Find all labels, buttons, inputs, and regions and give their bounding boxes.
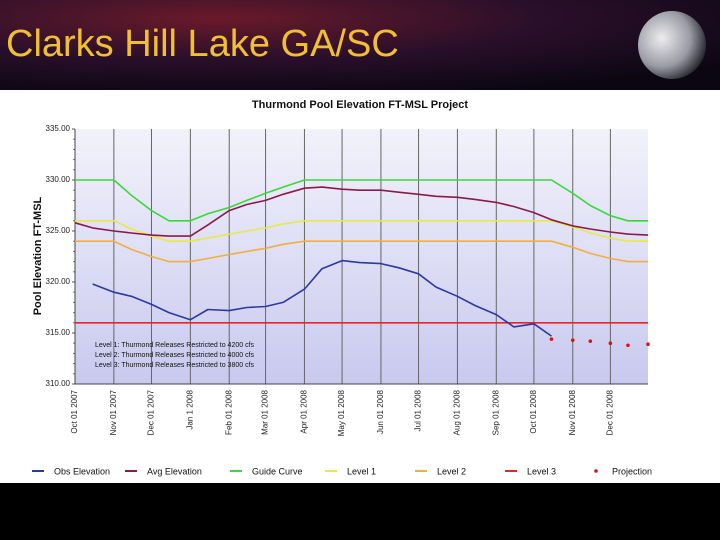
series-line: [92, 259, 552, 337]
y-tick-label: 320.00: [46, 277, 71, 286]
series-line: [75, 240, 648, 263]
legend-label: Obs Elevation: [54, 466, 110, 476]
x-tick-label: Feb 01 2008: [224, 389, 233, 434]
annotations: Level 1: Thurmond Releases Restricted to…: [95, 342, 255, 369]
y-tick-label: 310.00: [46, 379, 71, 388]
x-tick-label: Mar 01 2008: [261, 389, 270, 434]
header-bg: [0, 0, 720, 90]
x-tick-label: Oct 01 2007: [70, 389, 79, 433]
x-tick-label: Dec 01 2007: [147, 389, 156, 435]
series-line: [75, 220, 648, 242]
y-tick-label: 330.00: [46, 175, 71, 184]
projection-point: [588, 339, 593, 343]
series-line: [74, 186, 649, 237]
x-tick-label: Jul 01 2008: [414, 389, 423, 431]
x-tick-label: Nov 01 2007: [109, 389, 118, 435]
legend-label: Avg Elevation: [147, 466, 202, 476]
y-tick-label: 325.00: [46, 226, 71, 235]
plot-area: [75, 129, 648, 384]
grid: 310.00 315.00 320.00 325.00 330.00 335.00 Oct …: [46, 124, 648, 436]
slide-title: Clarks Hill Lake GA/SC: [6, 23, 399, 65]
annotation: Level 2: Thurmond Releases Restricted to…: [95, 352, 255, 359]
x-tick-label: Nov 01 2008: [568, 389, 577, 435]
series-line: [75, 179, 648, 222]
y-tick-label: 315.00: [46, 328, 71, 337]
projection-point: [570, 338, 575, 342]
legend: Obs Elevation Avg Elevation Guide Curve Lev…: [32, 466, 652, 476]
x-tick-label: Jan 1 2008: [185, 389, 194, 429]
legend-label: Level 1: [347, 466, 376, 476]
y-tick-label: 335.00: [46, 124, 71, 133]
marks: [74, 179, 650, 348]
x-tick-label: Jun 01 2008: [376, 389, 385, 434]
projection-point: [549, 337, 554, 341]
legend-label: Guide Curve: [252, 466, 303, 476]
x-tick-label: Apr 01 2008: [300, 389, 309, 433]
projection-point: [608, 341, 613, 346]
x-tick-label: Dec 01 2008: [605, 389, 614, 435]
y-axis-label: Pool Elevation FT-MSL: [32, 196, 44, 315]
legend-label: Level 2: [437, 466, 466, 476]
projection-point: [626, 343, 630, 348]
x-tick-label: Oct 01 2008: [529, 389, 538, 433]
x-tick-label: Sep 01 2008: [491, 389, 500, 435]
x-tick-label: May 01 2008: [337, 389, 346, 436]
moon: [638, 11, 706, 79]
chart-title: Thurmond Pool Elevation FT-MSL Project: [252, 99, 468, 111]
projection-point: [646, 342, 650, 347]
x-tick-label: Aug 01 2008: [453, 389, 462, 435]
legend-label: Level 3: [527, 466, 556, 476]
legend-label: Projection: [612, 466, 652, 476]
annotation: Level 3: Thurmond Releases Restricted to…: [95, 362, 255, 369]
annotation: Level 1: Thurmond Releases Restricted to…: [95, 342, 255, 349]
legend-swatch: [594, 469, 598, 473]
